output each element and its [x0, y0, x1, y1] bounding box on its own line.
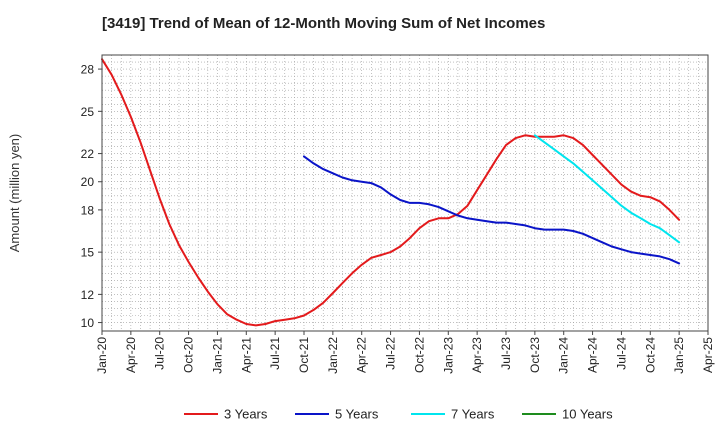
x-tick-label: Jul-23 — [499, 337, 513, 370]
x-tick-label: Oct-20 — [182, 337, 196, 373]
y-axis-label: Amount (million yen) — [7, 134, 22, 253]
x-tick-labels: Jan-20 Apr-20 Jul-20 Oct-20 Jan-21 Apr-21 Jul-… — [95, 331, 715, 374]
x-tick-label: Jul-20 — [153, 337, 167, 370]
y-tick-label: 18 — [81, 203, 95, 217]
x-tick-label: Jan-22 — [326, 337, 340, 374]
y-tick-label: 15 — [81, 246, 95, 260]
x-tick-label: Apr-24 — [586, 337, 600, 373]
x-tick-label: Oct-22 — [412, 337, 426, 373]
legend: 3 Years 5 Years 7 Years 10 Years — [184, 407, 613, 422]
plot-frame — [101, 54, 709, 332]
grid-layer — [102, 55, 708, 331]
y-tick-label: 22 — [81, 147, 95, 161]
x-tick-label: Jul-22 — [384, 337, 398, 370]
legend-item-7-years: 7 Years — [411, 407, 495, 422]
y-tick-labels: 10 12 15 18 20 22 25 28 — [81, 63, 102, 330]
x-tick-label: Jan-20 — [95, 337, 109, 374]
chart-title: [3419] Trend of Mean of 12-Month Moving … — [102, 15, 546, 32]
x-tick-label: Oct-24 — [643, 337, 657, 373]
legend-label: 3 Years — [224, 407, 268, 422]
x-tick-label: Apr-23 — [470, 337, 484, 373]
legend-label: 10 Years — [562, 407, 613, 422]
series-line-5-years — [303, 155, 681, 265]
y-tick-label: 20 — [81, 175, 95, 189]
x-tick-label: Jan-23 — [441, 337, 455, 374]
y-tick-label: 28 — [81, 63, 95, 77]
x-tick-label: Apr-21 — [239, 337, 253, 373]
legend-label: 7 Years — [451, 407, 495, 422]
x-tick-label: Apr-25 — [701, 337, 715, 373]
legend-label: 5 Years — [335, 407, 379, 422]
legend-item-3-years: 3 Years — [184, 407, 268, 422]
legend-item-10-years: 10 Years — [522, 407, 613, 422]
x-tick-label: Apr-20 — [124, 337, 138, 373]
y-tick-label: 25 — [81, 105, 95, 119]
legend-item-5-years: 5 Years — [295, 407, 379, 422]
x-tick-label: Jul-24 — [614, 337, 628, 370]
y-tick-label: 10 — [81, 316, 95, 330]
x-tick-label: Jan-24 — [557, 337, 571, 374]
series-line-7-years — [533, 134, 681, 244]
x-tick-label: Jan-21 — [210, 337, 224, 374]
x-tick-label: Jan-25 — [672, 337, 686, 374]
series-line-3-years — [101, 58, 681, 327]
x-tick-label: Oct-23 — [528, 337, 542, 373]
y-tick-label: 12 — [81, 288, 95, 302]
x-tick-label: Oct-21 — [297, 337, 311, 373]
x-tick-label: Apr-22 — [355, 337, 369, 373]
series-layer — [101, 58, 681, 327]
x-tick-label: Jul-21 — [268, 337, 282, 370]
